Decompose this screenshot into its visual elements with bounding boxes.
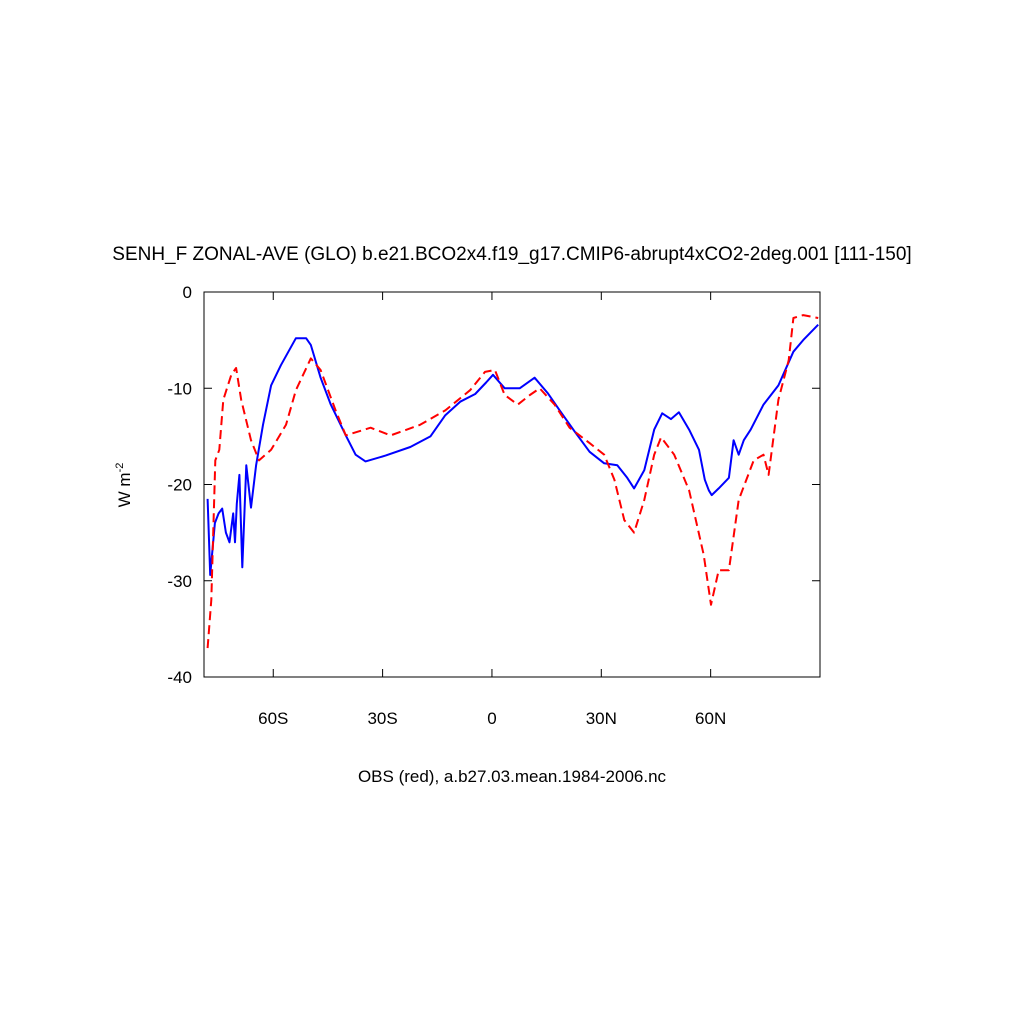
y-label-sup: -2 — [114, 463, 126, 473]
x-tick-label: 60S — [258, 709, 288, 728]
y-label-text: W m — [115, 472, 134, 507]
series-line — [206, 314, 819, 649]
chart-title: SENH_F ZONAL-AVE (GLO) b.e21.BCO2x4.f19_… — [112, 244, 911, 265]
x-tick-label: 60N — [695, 709, 726, 728]
x-tick-label: 30N — [586, 709, 617, 728]
y-tick-label: -30 — [167, 572, 192, 591]
y-tick-label: -20 — [167, 476, 192, 495]
x-axis-label: OBS (red), a.b27.03.mean.1984-2006.nc — [358, 767, 667, 786]
plot-frame — [203, 291, 821, 678]
y-tick-label: -10 — [167, 379, 192, 398]
x-tick-label: 0 — [487, 709, 496, 728]
y-tick-label: 0 — [183, 283, 192, 302]
series-line — [206, 324, 819, 576]
x-tick-label: 30S — [367, 709, 397, 728]
y-tick-label: -40 — [167, 668, 192, 687]
y-axis-label: W m-2 — [114, 463, 134, 508]
